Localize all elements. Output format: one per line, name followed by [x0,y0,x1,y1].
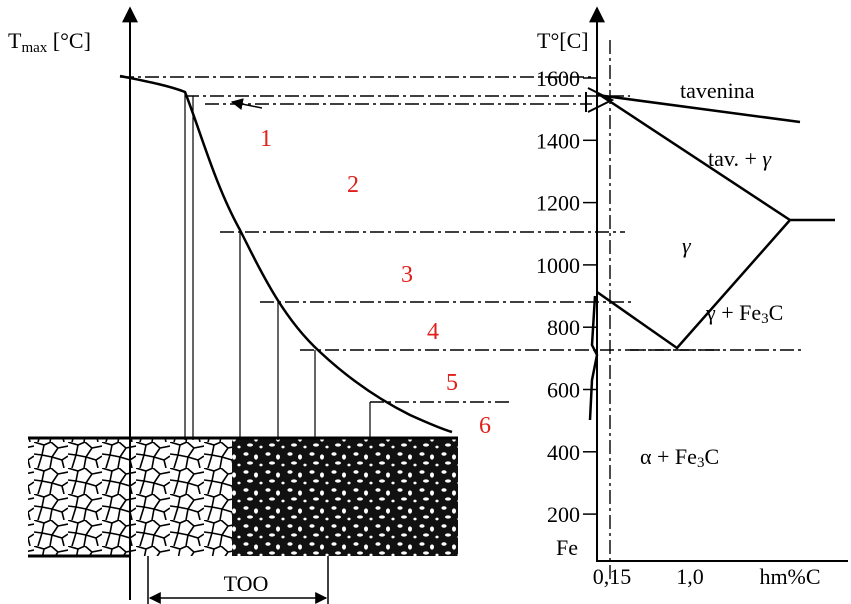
haz-bracket: TOO [147,556,329,604]
y-tick-label: 1600 [536,66,580,91]
phase-lines [585,40,835,580]
phase-label: tavenina [680,78,755,103]
haz-label: TOO [224,571,269,596]
phase-label: γ [682,233,692,258]
x-origin-label: Fe [556,535,578,560]
y-tick-label: 1200 [536,191,580,216]
left-axis-label: Tmax [°C] [8,28,91,56]
zone-label: 2 [347,172,359,198]
construction-lines [120,76,720,440]
microstructure [28,436,458,558]
y-tick-label: 1000 [536,253,580,278]
x-axis-unit: hm%C [759,564,820,589]
y-tick-label: 1400 [536,128,580,153]
y-ticks: 1600 1400 1200 1000 800 600 400 200 [536,66,597,527]
right-axis-label: T°[C] [537,28,589,53]
temperature-curve [119,74,453,434]
y-tick-label: 800 [547,315,580,340]
x-tick-label: 0,15 [593,564,632,589]
zone-label: 5 [446,370,458,396]
zone-label: 4 [427,319,439,345]
zone-label: 3 [401,262,413,288]
y-tick-label: 600 [547,378,580,403]
x-tick-label: 1,0 [676,564,704,589]
zone-label: 6 [479,413,491,439]
phase-label: γ + Fe3C [705,300,783,327]
y-tick-label: 400 [547,440,580,465]
zone-label: 1 [260,126,272,152]
phase-label: α + Fe3C [640,444,719,471]
phase-label: tav. + γ [708,146,772,171]
y-tick-label: 200 [547,502,580,527]
